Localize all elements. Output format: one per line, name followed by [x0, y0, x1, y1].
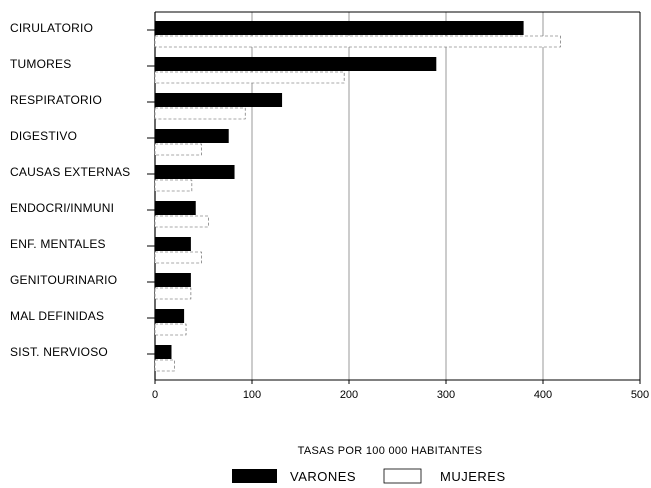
- x-tick-labels: 0 100 200 300 400 500: [152, 380, 649, 401]
- bar-varones: [155, 93, 283, 107]
- category-label: CIRULATORIO: [10, 21, 93, 35]
- bar-varones: [155, 345, 172, 359]
- bar-mujeres: [154, 287, 192, 300]
- bar-mujeres: [154, 71, 345, 84]
- x-tick-label: 100: [243, 389, 261, 401]
- x-tick-label: 300: [437, 389, 455, 401]
- category-label: SIST. NERVIOSO: [10, 345, 108, 359]
- bar-varones: [155, 273, 191, 287]
- bars: [154, 21, 561, 372]
- bar-mujeres: [154, 107, 246, 120]
- category-label: RESPIRATORIO: [10, 93, 102, 107]
- legend-swatch-mujeres: [383, 468, 422, 484]
- x-tick-label: 200: [340, 389, 358, 401]
- category-label: CAUSAS EXTERNAS: [10, 165, 130, 179]
- bar-varones: [155, 57, 437, 71]
- category-label: MAL DEFINIDAS: [10, 309, 104, 323]
- category-labels: CIRULATORIO TUMORES RESPIRATORIO DIGESTIVO C…: [10, 21, 155, 359]
- legend-swatch-varones: [232, 469, 277, 483]
- bar-mujeres: [154, 323, 187, 336]
- bar-varones: [155, 165, 235, 179]
- bar-varones: [155, 129, 229, 143]
- bar-mujeres: [154, 215, 209, 228]
- bar-mujeres: [154, 35, 561, 48]
- legend-label-mujeres: MUJERES: [440, 469, 506, 484]
- category-label: TUMORES: [10, 57, 71, 71]
- bar-varones: [155, 237, 191, 251]
- category-label: ENDOCRI/INMUNI: [10, 201, 114, 215]
- bar-varones: [155, 201, 196, 215]
- category-label: ENF. MENTALES: [10, 237, 106, 251]
- bar-mujeres: [154, 251, 202, 264]
- gridlines: [251, 12, 544, 380]
- category-label: GENITOURINARIO: [10, 273, 117, 287]
- bar-varones: [155, 309, 185, 323]
- bar-varones: [155, 21, 524, 35]
- bar-mujeres: [154, 359, 175, 372]
- x-tick-label: 500: [631, 389, 649, 401]
- legend: VARONES MUJERES: [232, 468, 506, 484]
- legend-label-varones: VARONES: [290, 469, 356, 484]
- x-tick-label: 0: [152, 389, 158, 401]
- bar-mujeres: [154, 143, 202, 156]
- bar-mujeres: [154, 179, 193, 192]
- x-axis-title: TASAS POR 100 000 HABITANTES: [298, 445, 483, 457]
- x-tick-label: 400: [534, 389, 552, 401]
- category-label: DIGESTIVO: [10, 129, 77, 143]
